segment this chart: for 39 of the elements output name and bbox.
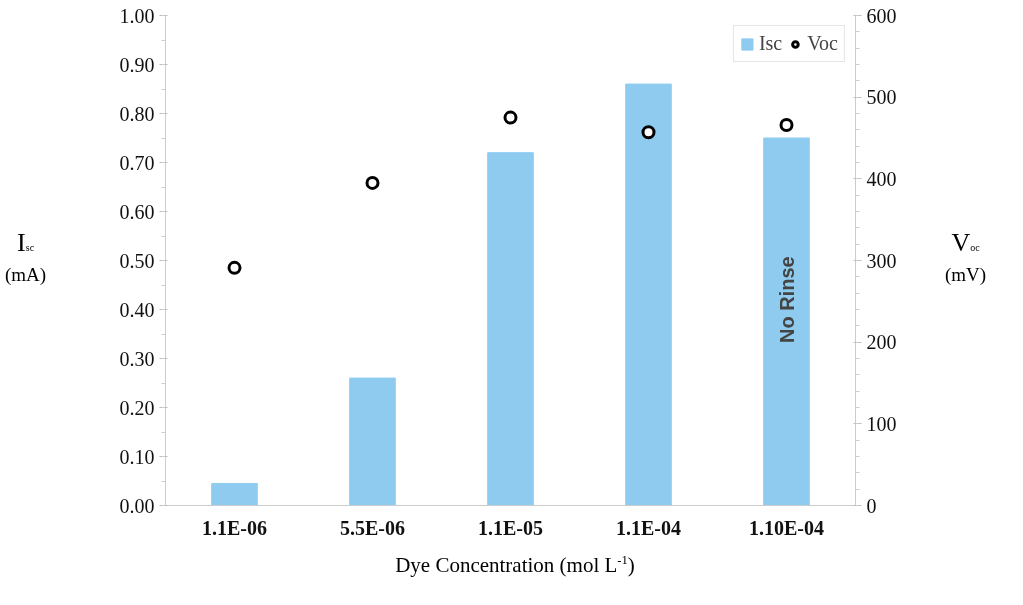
y-tick-label: 0.00 [119,494,155,517]
x-tick-label: 1.1E-05 [478,516,543,539]
y-tick-label: 0.80 [119,102,155,125]
legend-label: Isc [758,32,783,55]
annotation: No Rinse [775,256,798,344]
x-tick-label: 1.1E-04 [616,516,681,539]
y-tick-label: 0.30 [119,347,155,370]
x-tick-label: 5.5E-06 [340,516,405,539]
y-tick-label: 0.20 [119,396,155,419]
y2-tick-label: 600 [866,4,897,27]
bar [625,83,672,506]
bar [763,137,810,506]
bar [211,482,258,506]
point [503,110,518,125]
y2-tick-label: 0 [866,494,877,517]
point [227,260,242,275]
y-tick-label: 0.10 [119,445,155,468]
y2-tick-label: 300 [866,249,897,272]
y-tick-label: 0.40 [119,298,155,321]
y2-tick-label: 400 [866,167,897,190]
x-axis-title: Dye Concentration (mol L$^{-1}$) [394,552,636,579]
point [641,125,656,140]
y-axis-title: Isc (mA) [5,228,47,287]
point [779,117,794,132]
bar [487,152,534,506]
y-tick-label: 1.00 [119,4,155,27]
y-tick-label: 0.90 [119,53,155,76]
y2-axis-title: Voc (mV) [945,228,987,287]
y-tick-label: 0.70 [119,151,155,174]
y2-tick-label: 100 [866,412,897,435]
bar [349,377,396,506]
y-tick-label: 0.60 [119,200,155,223]
x-tick-label: 1.10E-04 [749,516,824,539]
y2-tick-label: 200 [866,331,897,354]
x-tick-label: 1.1E-06 [202,516,267,539]
point [365,175,380,190]
legend-label: Voc [807,32,838,55]
y-tick-label: 0.50 [119,249,155,272]
y2-tick-label: 500 [866,86,897,109]
